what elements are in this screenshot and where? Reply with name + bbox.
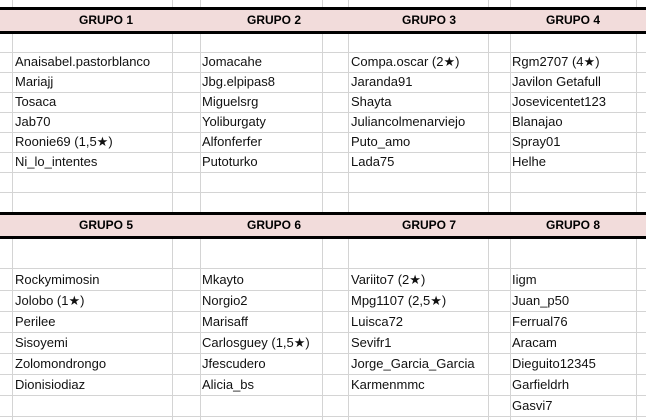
gridline-vertical <box>348 0 349 420</box>
gridline-horizontal <box>0 374 646 375</box>
member-cell[interactable]: Jab70 <box>15 114 51 129</box>
member-cell[interactable]: Juan_p50 <box>512 293 570 308</box>
gridline-horizontal <box>0 192 646 193</box>
header-band <box>0 7 646 34</box>
member-cell[interactable]: Sevifr1 <box>351 335 392 350</box>
member-cell[interactable]: Mariajj <box>15 74 54 89</box>
member-cell[interactable]: Helhe <box>512 154 546 169</box>
member-cell[interactable]: Zolomondrongo <box>15 356 107 371</box>
member-cell[interactable]: Ni_lo_intentes <box>15 154 98 169</box>
member-cell[interactable]: Marisaff <box>202 314 248 329</box>
member-cell[interactable]: Compa.oscar (2★) <box>351 54 460 69</box>
gridline-horizontal <box>0 332 646 333</box>
member-cell[interactable]: Iigm <box>512 272 537 287</box>
member-cell[interactable]: Mpg1107 (2,5★) <box>351 293 447 308</box>
gridline-horizontal <box>0 268 646 269</box>
group-header: GRUPO 2 <box>246 13 301 27</box>
gridline-horizontal <box>0 353 646 354</box>
member-cell[interactable]: Anaisabel.pastorblanco <box>15 54 151 69</box>
member-cell[interactable]: Jaranda91 <box>351 74 413 89</box>
group-header: GRUPO 1 <box>78 13 133 27</box>
gridline-vertical <box>172 0 173 420</box>
member-cell[interactable]: Putoturko <box>202 154 258 169</box>
gridline-horizontal <box>0 395 646 396</box>
group-header: GRUPO 8 <box>545 218 600 232</box>
gridline-horizontal <box>0 52 646 53</box>
member-cell[interactable]: Aracam <box>512 335 557 350</box>
member-cell[interactable]: Carlosguey (1,5★) <box>202 335 310 350</box>
member-cell[interactable]: Garfieldrh <box>512 377 570 392</box>
gridline-vertical <box>488 0 489 420</box>
member-cell[interactable]: Tosaca <box>15 94 57 109</box>
group-header: GRUPO 4 <box>545 13 600 27</box>
gridline-horizontal <box>0 72 646 73</box>
member-cell[interactable]: Ferrual76 <box>512 314 568 329</box>
member-cell[interactable]: Perilee <box>15 314 56 329</box>
gridline-horizontal <box>0 416 646 417</box>
gridline-horizontal <box>0 311 646 312</box>
member-cell[interactable]: Shayta <box>351 94 392 109</box>
member-cell[interactable]: Yoliburgaty <box>202 114 266 129</box>
member-cell[interactable]: Variito7 (2★) <box>351 272 426 287</box>
member-cell[interactable]: Dionisiodiaz <box>15 377 86 392</box>
gridline-horizontal <box>0 152 646 153</box>
gridline-horizontal <box>0 172 646 173</box>
gridline-vertical <box>12 0 13 420</box>
member-cell[interactable]: Karmenmmc <box>351 377 425 392</box>
member-cell[interactable]: Javilon Getafull <box>512 74 601 89</box>
group-header: GRUPO 7 <box>401 218 456 232</box>
member-cell[interactable]: Dieguito12345 <box>512 356 596 371</box>
member-cell[interactable]: Mkayto <box>202 272 244 287</box>
member-cell[interactable]: Jomacahe <box>202 54 262 69</box>
member-cell[interactable]: Gasvi7 <box>512 398 553 413</box>
member-cell[interactable]: Rockymimosin <box>15 272 100 287</box>
header-band <box>0 212 646 239</box>
member-cell[interactable]: Alicia_bs <box>202 377 255 392</box>
member-cell[interactable]: Luisca72 <box>351 314 404 329</box>
member-cell[interactable]: Rgm2707 (4★) <box>512 54 600 69</box>
gridline-vertical <box>200 0 201 420</box>
member-cell[interactable]: Roonie69 (1,5★) <box>15 134 113 149</box>
gridline-vertical <box>322 0 323 420</box>
gridline-horizontal <box>0 92 646 93</box>
member-cell[interactable]: Norgio2 <box>202 293 248 308</box>
member-cell[interactable]: Blanajao <box>512 114 563 129</box>
gridline-horizontal <box>0 112 646 113</box>
member-cell[interactable]: Sisoyemi <box>15 335 68 350</box>
member-cell[interactable]: Alfonferfer <box>202 134 262 149</box>
member-cell[interactable]: Miguelsrg <box>202 94 259 109</box>
member-cell[interactable]: Juliancolmenarviejo <box>351 114 466 129</box>
member-cell[interactable]: Jolobo (1★) <box>15 293 85 308</box>
gridline-horizontal <box>0 132 646 133</box>
group-header: GRUPO 5 <box>78 218 133 232</box>
gridline-vertical <box>636 0 637 420</box>
member-cell[interactable]: Spray01 <box>512 134 561 149</box>
member-cell[interactable]: Jorge_Garcia_Garcia <box>351 356 475 371</box>
member-cell[interactable]: Jfescudero <box>202 356 266 371</box>
member-cell[interactable]: Jbg.elpipas8 <box>202 74 275 89</box>
group-header: GRUPO 3 <box>401 13 456 27</box>
member-cell[interactable]: Josevicentet123 <box>512 94 606 109</box>
gridline-vertical <box>510 0 511 420</box>
member-cell[interactable]: Lada75 <box>351 154 395 169</box>
group-header: GRUPO 6 <box>246 218 301 232</box>
member-cell[interactable]: Puto_amo <box>351 134 411 149</box>
gridline-horizontal <box>0 290 646 291</box>
